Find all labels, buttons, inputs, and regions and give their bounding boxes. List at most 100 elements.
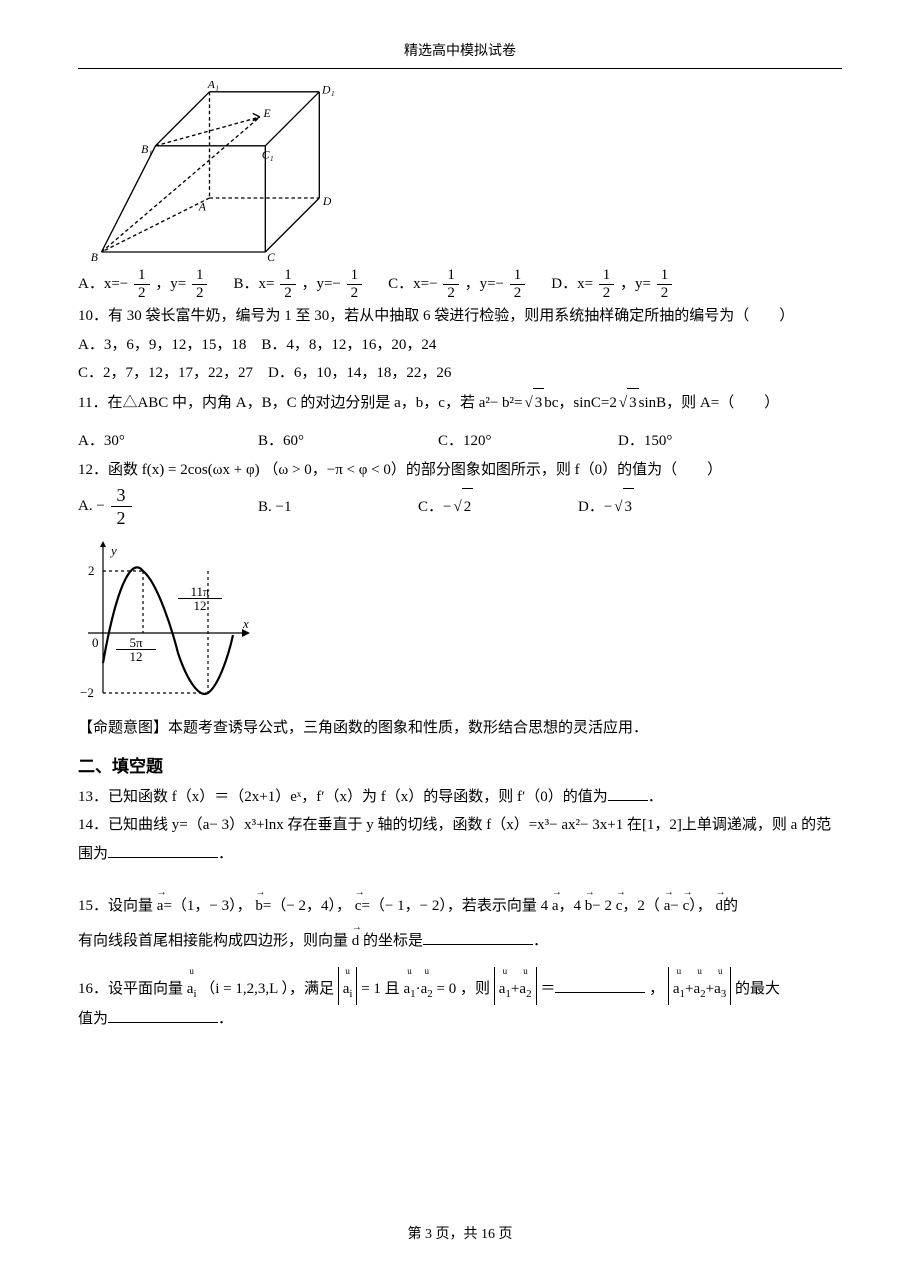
blank-icon: [555, 977, 645, 993]
text: =（1，− 3），: [163, 898, 251, 914]
text: ，y=: [620, 276, 651, 292]
text: = 1 且: [361, 981, 399, 997]
text: （i = 1,2,3,L ），满足: [200, 981, 334, 997]
q10-row-ab: A．3，6，9，12，15，18 B．4，8，12，16，20，24: [78, 331, 842, 360]
uvec-a2: a2: [693, 967, 705, 1005]
num: 1: [280, 268, 296, 285]
sqrt-icon: 2: [451, 488, 473, 525]
sub: i: [349, 988, 352, 1000]
text: B．x=: [233, 276, 274, 292]
label-D1: D₁: [321, 84, 335, 97]
text: 有向线段首尾相接能构成四边形，则向量: [78, 933, 348, 949]
text: 15．设向量: [78, 898, 153, 914]
num: 1: [510, 268, 526, 285]
text: ，4: [559, 898, 582, 914]
q12-opt-c: C．−2: [418, 488, 578, 525]
ytick-min: −2: [80, 685, 94, 700]
text: sinB，则 A=（ ）: [639, 395, 780, 411]
q12-opt-d: D．− 3: [578, 488, 738, 525]
vec-a: a: [157, 886, 164, 921]
radicand: 3: [533, 388, 545, 418]
page-footer: 第 3 页，共 16 页: [0, 1223, 920, 1243]
blank-icon: [423, 929, 533, 945]
text: D．−: [578, 499, 612, 515]
text: a: [673, 981, 680, 997]
label-C1: C₁: [262, 148, 274, 161]
text: − 2: [592, 898, 612, 914]
vec-d: d: [716, 886, 724, 921]
sub: i: [193, 988, 196, 1000]
label-D: D: [322, 195, 332, 208]
text: 的最大: [735, 981, 780, 997]
q12-stem: 12．函数 f(x) = 2cos(ωx + φ) （ω > 0，−π < φ …: [78, 456, 842, 485]
xtick1-den: 12: [116, 650, 156, 663]
q10-row-cd: C．2，7，12，17，22，27 D．6，10，14，18，22，26: [78, 359, 842, 388]
num: 1: [443, 268, 459, 285]
q15-line1: 15．设向量 a=（1，− 3）， b=（− 2，4）， c=（− 1，− 2）…: [78, 886, 842, 921]
text: ，y=: [155, 276, 186, 292]
ytick-max: 2: [88, 563, 95, 578]
text: ，y=−: [301, 276, 340, 292]
q11-options: A．30° B．60° C．120° D．150°: [78, 427, 842, 456]
text: ，y=−: [465, 276, 504, 292]
q15-line2: 有向线段首尾相接能构成四边形，则向量 d 的坐标是．: [78, 921, 842, 956]
text: ＝: [540, 981, 555, 997]
q10-stem: 10．有 30 袋长富牛奶，编号为 1 至 30，若从中抽取 6 袋进行检验，则…: [78, 302, 842, 331]
vec-c: c: [355, 886, 362, 921]
label-A: A: [198, 201, 207, 214]
xtick2-den: 12: [178, 599, 222, 612]
q11-opt-a: A．30°: [78, 427, 258, 456]
radicand: 3: [627, 388, 639, 418]
uvec-ai: ai: [187, 967, 197, 1005]
blank-icon: [108, 842, 218, 858]
q14: 14．已知曲线 y=（a− 3）x³+lnx 存在垂直于 y 轴的切线，函数 f…: [78, 811, 842, 868]
radicand: 3: [623, 488, 635, 525]
abs-bar: a1+a2+a3: [668, 967, 731, 1005]
page-total: 16: [481, 1227, 495, 1242]
q16-line1: 16．设平面向量 ai （i = 1,2,3,L ），满足 ai = 1 且 a…: [78, 967, 842, 1005]
text: A. −: [78, 498, 105, 514]
num: 1: [347, 268, 363, 285]
uvec-a3: a3: [714, 967, 726, 1005]
uvec-a2: a2: [421, 967, 433, 1005]
q11-stem: 11．在△ABC 中，内角 A，B，C 的对边分别是 a，b，c，若 a²− b…: [78, 388, 842, 418]
exam-page: 精选高中模拟试卷 A₁ D₁ C₁ B₁: [0, 0, 920, 1273]
text: = 0 ，则: [437, 981, 490, 997]
num: 1: [134, 268, 150, 285]
text: =（− 2，4），: [263, 898, 351, 914]
num: 1: [599, 268, 615, 285]
uvec-a2: a2: [519, 967, 531, 1005]
label-B: B: [91, 251, 98, 261]
label-B1: B₁: [141, 143, 152, 156]
abs-bar: a1+a2: [494, 967, 537, 1005]
page-number: 3: [425, 1227, 432, 1242]
den: 2: [347, 285, 363, 301]
num: 3: [111, 484, 132, 507]
blank-icon: [108, 1007, 218, 1023]
text: 的坐标是: [363, 933, 423, 949]
den: 2: [111, 507, 132, 529]
q11-opt-b: B．60°: [258, 427, 438, 456]
spacer: [78, 868, 842, 886]
q12-opt-a: A. − 32: [78, 484, 258, 529]
text: 第: [408, 1227, 422, 1242]
q9-opt-d: D．x= 12 ，y= 12: [551, 266, 674, 302]
vec-b: b: [255, 886, 263, 921]
label-A1: A₁: [207, 81, 219, 91]
cosine-graph: y x 2 −2 0 5π 12 11π 12: [78, 533, 258, 703]
q13-text: 13．已知函数 f（x）＝（2x+1）eˣ，f′（x）为 f（x）的导函数，则 …: [78, 789, 608, 805]
num: 1: [192, 268, 208, 285]
q11-opt-c: C．120°: [438, 427, 618, 456]
sqrt-icon: 3: [612, 488, 634, 525]
q9-opt-a: A．x=− 12 ，y= 12: [78, 266, 209, 302]
vec-c: c: [683, 886, 690, 921]
page-header: 精选高中模拟试卷: [78, 40, 842, 60]
text: =（− 1，− 2），若表示向量 4: [361, 898, 548, 914]
x-label: x: [242, 616, 249, 631]
vec-d: d: [352, 921, 360, 956]
text: 页，共: [436, 1227, 478, 1242]
vec-b: b: [585, 886, 593, 921]
den: 2: [510, 285, 526, 301]
q9-opt-b: B．x= 12 ，y=− 12: [233, 266, 364, 302]
q9-opt-c: C．x=− 12 ，y=− 12: [388, 266, 527, 302]
